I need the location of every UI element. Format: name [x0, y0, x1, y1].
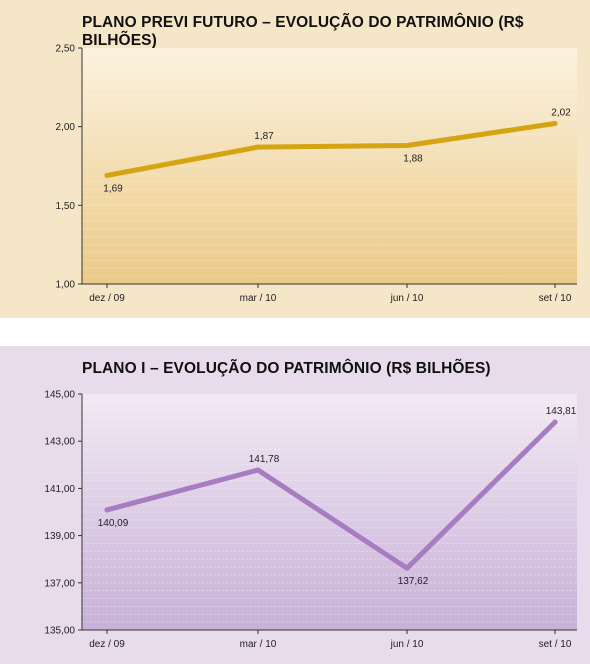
- chart-title: PLANO PREVI FUTURO – EVOLUÇÃO DO PATRIMÔ…: [82, 14, 524, 49]
- data-point: [104, 172, 110, 178]
- x-tick-label: jun / 10: [390, 293, 424, 304]
- data-point: [404, 143, 410, 149]
- x-tick-label: set / 10: [539, 293, 572, 304]
- data-point: [104, 507, 110, 513]
- y-tick-label: 143,00: [44, 437, 75, 448]
- data-label: 1,88: [403, 154, 423, 165]
- data-label: 137,62: [398, 576, 429, 587]
- data-label: 143,81: [546, 406, 577, 417]
- y-tick-label: 137,00: [44, 578, 75, 589]
- data-label: 141,78: [249, 454, 280, 465]
- data-point: [552, 419, 558, 425]
- y-tick-label: 2,50: [56, 44, 76, 55]
- data-label: 1,69: [103, 183, 123, 194]
- series-line: [104, 419, 558, 571]
- y-tick-label: 145,00: [44, 390, 75, 401]
- y-tick-label: 1,50: [56, 201, 76, 212]
- chart-panel-plano-i: PLANO I – EVOLUÇÃO DO PATRIMÔNIO (R$ BIL…: [0, 346, 590, 664]
- chart-title: PLANO I – EVOLUÇÃO DO PATRIMÔNIO (R$ BIL…: [82, 360, 491, 377]
- x-tick-label: dez / 09: [89, 639, 125, 650]
- y-tick-label: 1,00: [56, 280, 76, 291]
- data-point: [255, 467, 261, 473]
- y-tick-label: 139,00: [44, 531, 75, 542]
- x-tick-label: dez / 09: [89, 293, 125, 304]
- x-tick-label: mar / 10: [240, 639, 277, 650]
- data-label: 1,87: [254, 131, 274, 142]
- data-point: [404, 565, 410, 571]
- data-label: 2,02: [551, 108, 571, 119]
- data-point: [552, 121, 558, 127]
- y-tick-label: 2,00: [56, 122, 76, 133]
- plano-i-chart: 135,00 137,00 139,00 141,00 143,00 145,00 dez …: [44, 390, 577, 650]
- data-point: [255, 144, 261, 150]
- data-label: 140,09: [98, 518, 129, 529]
- x-tick-label: jun / 10: [390, 639, 424, 650]
- x-tick-label: mar / 10: [240, 293, 277, 304]
- y-tick-label: 135,00: [44, 626, 75, 637]
- series-line: [104, 121, 558, 178]
- x-tick-label: set / 10: [539, 639, 572, 650]
- chart-panel-previ-futuro: PLANO PREVI FUTURO – EVOLUÇÃO DO PATRIMÔ…: [0, 0, 590, 318]
- y-tick-label: 141,00: [44, 484, 75, 495]
- previ-futuro-chart: 1,00 1,50 2,00 2,50 dez / 09 mar / 10 jun / 10…: [56, 44, 577, 304]
